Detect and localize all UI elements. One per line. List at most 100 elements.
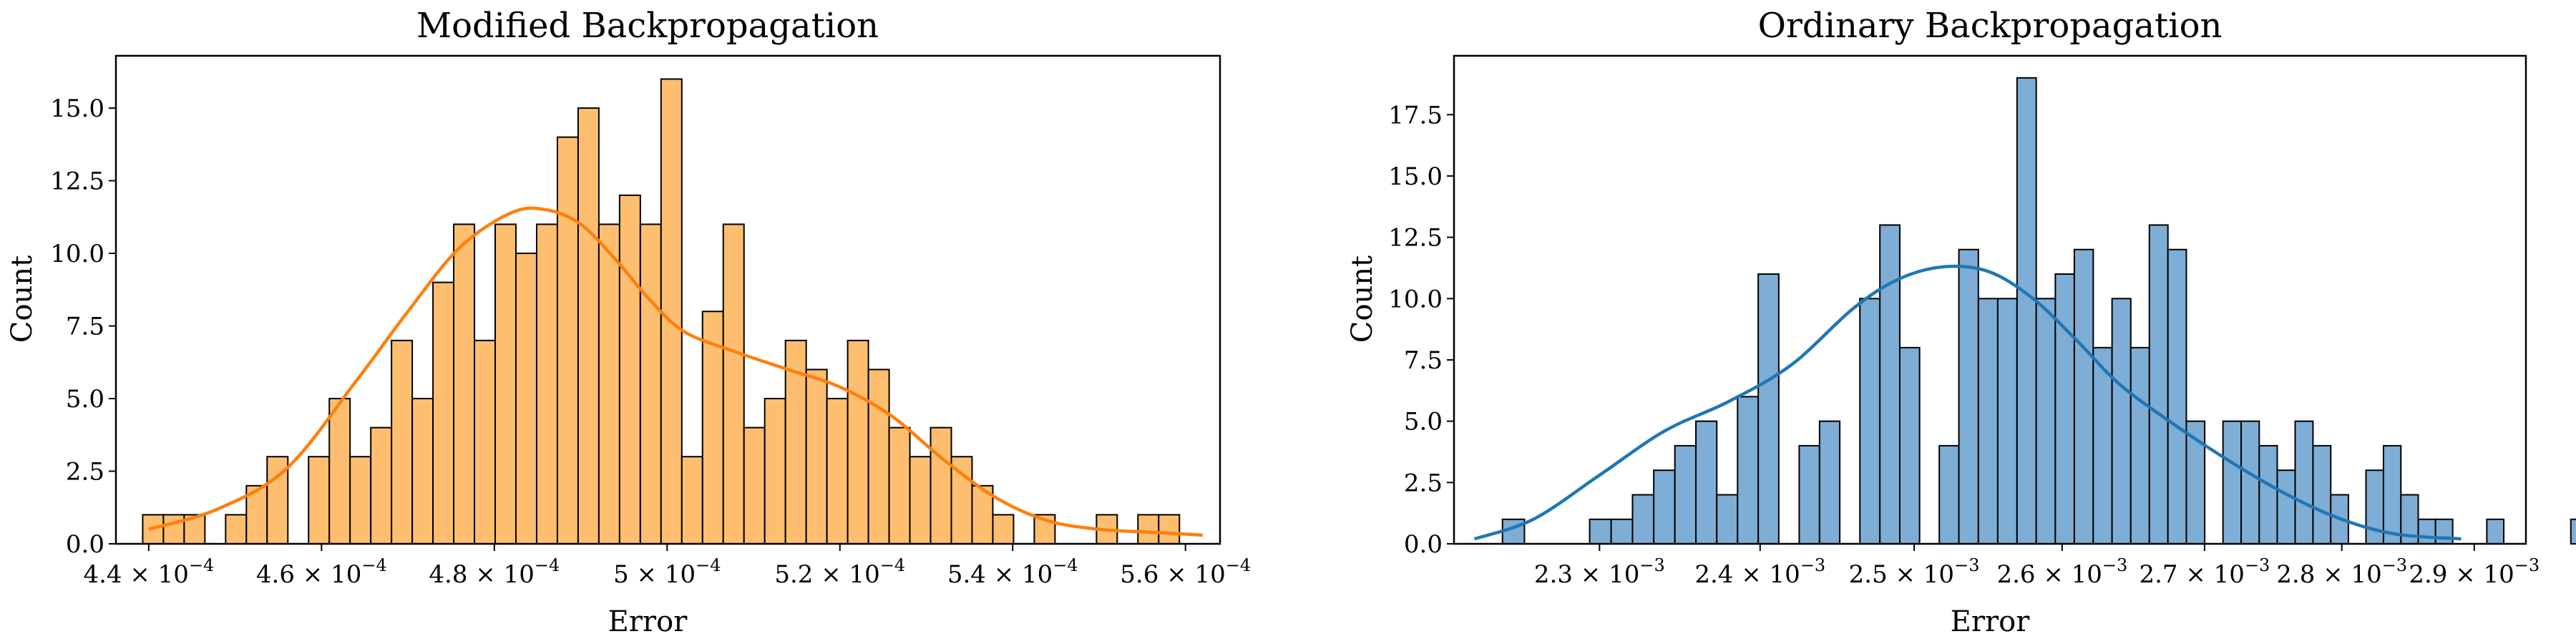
- histogram-bars: [1501, 77, 2576, 545]
- y-axis-label: Count: [6, 255, 39, 343]
- y-tick-label: 17.5: [1388, 101, 1443, 130]
- plot-frame: [114, 54, 1221, 545]
- histogram-bar: [743, 426, 766, 545]
- histogram-bar: [2434, 518, 2454, 545]
- y-tick-label: 5.0: [66, 385, 104, 414]
- histogram-bar: [909, 456, 932, 545]
- y-tick-label: 15.0: [50, 94, 104, 123]
- kde-curve: [1473, 264, 2462, 541]
- x-tick-label: 5.2 × 10−4: [774, 555, 905, 589]
- y-tick-label: 15.0: [1388, 162, 1443, 191]
- histogram-bar: [1653, 469, 1676, 545]
- y-tick-label: 10.0: [1388, 285, 1443, 313]
- histogram-bar: [1158, 514, 1181, 545]
- histogram-bar: [639, 223, 662, 545]
- histogram-bar: [2365, 469, 2384, 545]
- y-tick-label: 10.0: [50, 240, 104, 268]
- histogram-bar: [2382, 444, 2402, 545]
- histogram-bar: [453, 223, 476, 545]
- y-tick-label: 7.5: [66, 313, 104, 341]
- histogram-bar: [597, 223, 620, 545]
- x-tick-label: 4.8 × 10−4: [429, 555, 560, 589]
- histogram-bar: [1631, 494, 1655, 545]
- histogram-bar: [1610, 518, 1634, 545]
- histogram-bar: [411, 398, 434, 545]
- histogram-bar: [2417, 518, 2436, 545]
- histogram-bar: [1737, 396, 1760, 545]
- histogram-bar: [1798, 444, 1820, 545]
- histogram-bar: [660, 78, 683, 545]
- kde-curve: [148, 206, 1203, 537]
- histogram-bar: [1977, 298, 1999, 545]
- histogram-bar: [162, 514, 185, 545]
- histogram-bar: [2222, 420, 2243, 545]
- y-tick-label: 7.5: [1404, 346, 1443, 375]
- histogram-bar: [2054, 273, 2075, 545]
- histogram-bar: [805, 369, 828, 545]
- histogram-bar: [2148, 224, 2169, 545]
- histogram-bar: [2035, 298, 2057, 545]
- y-tick-label: 12.5: [50, 167, 104, 196]
- histogram-bar: [2312, 444, 2332, 545]
- x-tick-label: 5.4 × 10−4: [947, 555, 1078, 589]
- histogram-bar: [2073, 248, 2094, 545]
- x-tick-label: 2.6 × 10−3: [1996, 555, 2127, 589]
- histogram-bar: [867, 369, 890, 545]
- x-tick-label: 2.7 × 10−3: [2139, 555, 2270, 589]
- histogram-bar: [618, 194, 641, 545]
- histogram-bar: [763, 398, 786, 545]
- histogram-bar: [515, 253, 537, 545]
- plot-frame: [1453, 54, 2527, 545]
- histogram-bar: [391, 339, 414, 545]
- histogram-bar: [474, 339, 497, 545]
- histogram-bar: [556, 136, 579, 545]
- histogram-bar: [494, 223, 517, 545]
- histogram-bar: [847, 339, 869, 545]
- histogram-bar: [722, 223, 745, 545]
- panel-ordinary-backpropagation: Ordinary Backpropagation Error Count 0.0…: [1346, 6, 2576, 638]
- histogram-bar: [888, 426, 911, 545]
- histogram-bar: [1716, 494, 1739, 545]
- histogram-bar: [992, 514, 1015, 545]
- x-tick-label: 2.9 × 10−3: [2409, 555, 2540, 589]
- histogram-bar: [225, 514, 248, 545]
- histogram-bar: [2111, 298, 2132, 545]
- x-axis-label: Error: [608, 605, 688, 638]
- histogram-bar: [1898, 346, 1921, 545]
- histogram-bar: [826, 398, 849, 545]
- histogram-bar: [349, 456, 372, 545]
- y-axis-label: Count: [1346, 255, 1379, 343]
- histogram-bar: [1859, 298, 1881, 545]
- histogram-bar: [2258, 444, 2278, 545]
- x-tick-label: 4.4 × 10−4: [83, 555, 214, 589]
- histogram-bar: [2167, 248, 2187, 545]
- histogram-bar: [930, 426, 952, 545]
- x-tick-label: 4.6 × 10−4: [256, 555, 387, 589]
- histogram-bar: [2092, 346, 2113, 545]
- y-tick-label: 2.5: [66, 458, 104, 487]
- histogram-bar: [2294, 420, 2314, 545]
- histogram-bar: [1757, 273, 1780, 545]
- y-tick-label: 5.0: [1404, 408, 1443, 436]
- x-tick-label: 2.4 × 10−3: [1694, 555, 1825, 589]
- panel-modified-backpropagation: Modified Backpropagation Error Count 0.0…: [6, 6, 1251, 638]
- y-tick-label: 2.5: [1404, 469, 1443, 497]
- x-tick-label: 2.3 × 10−3: [1534, 555, 1665, 589]
- histogram-bar: [308, 456, 331, 545]
- histogram-bar: [680, 456, 703, 545]
- histogram-bar: [2240, 420, 2260, 545]
- histogram-bar: [1674, 444, 1697, 545]
- histogram-bar: [2276, 469, 2296, 545]
- x-tick-label: 5.6 × 10−4: [1120, 555, 1251, 589]
- histogram-bar: [1695, 420, 1718, 545]
- histogram-bar: [535, 223, 558, 545]
- histogram-bar: [1818, 420, 1841, 545]
- histogram-bar: [1938, 444, 1960, 545]
- histogram-bar: [1879, 224, 1901, 545]
- histogram-bar: [1996, 298, 2018, 545]
- y-tick-label: 12.5: [1388, 224, 1443, 253]
- histogram-bar: [1137, 514, 1160, 545]
- histogram-bars: [142, 78, 1181, 545]
- y-tick-label: 0.0: [1404, 530, 1443, 559]
